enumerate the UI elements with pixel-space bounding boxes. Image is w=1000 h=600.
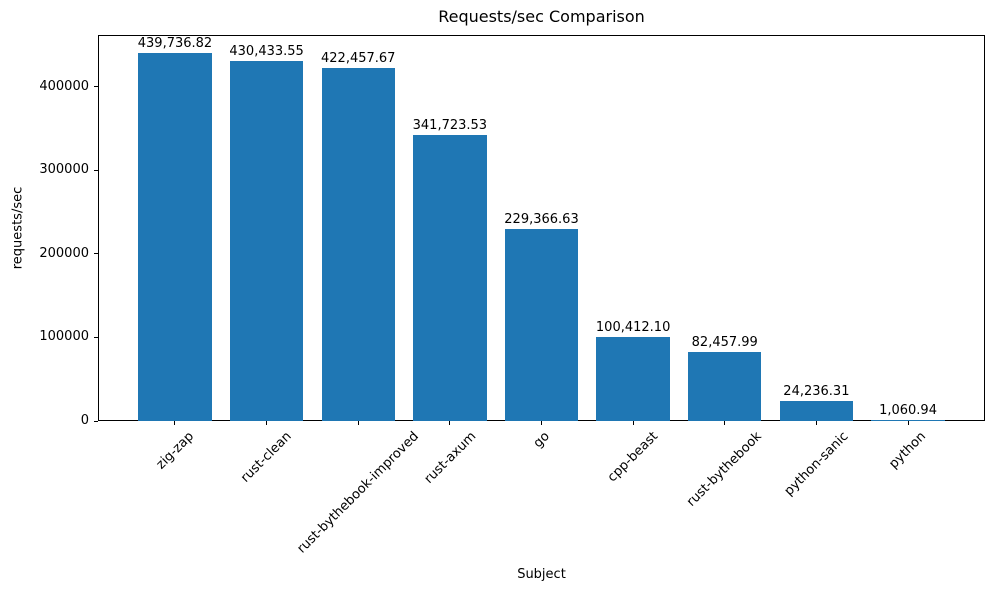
bar <box>229 61 304 421</box>
bar-value-label: 1,060.94 <box>879 403 937 419</box>
bar-value-label: 430,433.55 <box>229 44 304 60</box>
bar <box>871 420 945 421</box>
y-tick <box>94 336 98 338</box>
chart-title: Requests/sec Comparison <box>438 7 645 26</box>
y-tick-label: 400000 <box>39 78 89 94</box>
bar-value-label: 341,723.53 <box>412 118 488 134</box>
bar-value-label: 100,412.10 <box>595 320 671 336</box>
x-tick-label: zig-zap <box>153 429 197 473</box>
x-tick <box>907 421 909 425</box>
x-tick <box>449 421 451 425</box>
x-tick-label: cpp-beast <box>604 429 662 486</box>
y-tick <box>94 253 98 255</box>
y-tick <box>94 420 98 422</box>
x-tick <box>815 421 817 425</box>
x-tick <box>724 421 726 425</box>
bar <box>321 67 395 421</box>
x-tick <box>174 421 176 425</box>
x-tick-label: python-sanic <box>781 429 852 499</box>
y-tick-label: 300000 <box>39 162 89 178</box>
y-tick-label: 0 <box>80 413 89 428</box>
x-tick <box>357 421 359 425</box>
x-tick-label: rust-clean <box>238 429 295 486</box>
y-axis-label: requests/sec <box>10 186 26 270</box>
bar-value-label: 439,736.82 <box>137 36 213 52</box>
x-tick-label: python <box>886 429 930 472</box>
bar <box>596 337 670 421</box>
x-tick-label: rust-axum <box>421 429 479 487</box>
x-tick-label: rust-bythebook <box>684 429 766 510</box>
bar-value-label: 422,457.67 <box>321 50 396 66</box>
y-tick <box>94 169 98 171</box>
y-tick-label: 200000 <box>39 245 89 261</box>
bar <box>413 135 487 421</box>
x-tick <box>632 421 634 425</box>
bar <box>779 400 854 421</box>
y-tick-label: 100000 <box>39 329 89 345</box>
bar <box>138 53 212 421</box>
x-tick-label: rust-bythebook-improved <box>294 429 422 557</box>
bar <box>688 352 762 421</box>
bar <box>504 229 579 421</box>
x-axis-label: Subject <box>517 567 566 582</box>
bar-value-label: 82,457.99 <box>691 335 758 351</box>
bar-value-label: 229,366.63 <box>504 212 579 228</box>
bar-value-label: 24,236.31 <box>783 383 850 399</box>
x-tick-label: go <box>530 429 553 452</box>
x-tick <box>541 421 542 425</box>
y-tick <box>94 86 98 88</box>
x-tick <box>266 421 268 425</box>
